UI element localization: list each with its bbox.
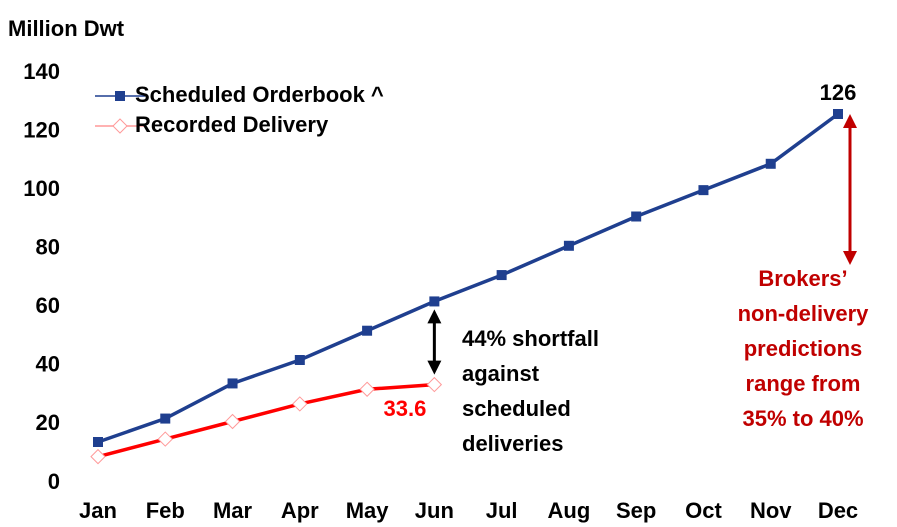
range-arrow-head bbox=[843, 114, 857, 128]
y-tick-label: 60 bbox=[36, 293, 60, 318]
marker bbox=[698, 185, 709, 196]
x-tick-label: Dec bbox=[818, 498, 858, 523]
shortfall-arrow-head bbox=[427, 309, 442, 324]
marker bbox=[224, 413, 241, 430]
marker bbox=[292, 396, 308, 412]
data-label: 126 bbox=[820, 80, 857, 105]
marker bbox=[496, 270, 507, 281]
marker bbox=[115, 91, 125, 101]
chart-title: Million Dwt bbox=[8, 16, 125, 41]
y-tick-label: 120 bbox=[23, 117, 60, 142]
marker bbox=[90, 448, 106, 465]
annotation: deliveries bbox=[462, 431, 564, 456]
shortfall-arrow-head bbox=[427, 360, 442, 375]
marker bbox=[833, 109, 843, 119]
legend-label: Recorded Delivery bbox=[135, 112, 329, 137]
legend-label: Scheduled Orderbook ^ bbox=[135, 82, 384, 107]
annotation: scheduled bbox=[462, 396, 571, 421]
annotation: 44% shortfall bbox=[462, 326, 599, 351]
annotation: 35% to 40% bbox=[742, 406, 863, 431]
marker bbox=[160, 413, 171, 424]
marker bbox=[227, 378, 238, 389]
x-tick-label: Jun bbox=[415, 498, 454, 523]
marker bbox=[362, 325, 373, 336]
y-tick-label: 0 bbox=[48, 469, 60, 494]
annotation: non-delivery bbox=[738, 301, 870, 326]
y-tick-label: 140 bbox=[23, 59, 60, 84]
data-label: 33.6 bbox=[384, 396, 427, 421]
marker bbox=[563, 240, 574, 251]
marker bbox=[631, 211, 642, 222]
y-tick-label: 100 bbox=[23, 176, 60, 201]
series-line bbox=[97, 112, 840, 444]
x-tick-label: May bbox=[346, 498, 390, 523]
series-line bbox=[97, 382, 435, 459]
marker bbox=[93, 437, 103, 447]
y-tick-label: 40 bbox=[36, 352, 60, 377]
x-tick-label: Jan bbox=[79, 498, 117, 523]
marker bbox=[765, 158, 776, 169]
x-tick-label: Jul bbox=[486, 498, 518, 523]
x-tick-label: Feb bbox=[146, 498, 185, 523]
y-tick-label: 20 bbox=[36, 410, 60, 435]
x-tick-label: Nov bbox=[750, 498, 792, 523]
x-tick-label: Aug bbox=[548, 498, 591, 523]
marker bbox=[426, 376, 443, 393]
marker bbox=[429, 296, 440, 307]
annotation: Brokers’ bbox=[758, 266, 847, 291]
marker bbox=[112, 118, 128, 134]
y-tick-label: 80 bbox=[36, 235, 60, 260]
range-arrow-head bbox=[843, 251, 857, 265]
x-tick-label: Mar bbox=[213, 498, 253, 523]
annotation: range from bbox=[746, 371, 861, 396]
x-tick-label: Sep bbox=[616, 498, 656, 523]
marker bbox=[294, 355, 305, 365]
marker bbox=[359, 381, 375, 397]
annotation: against bbox=[462, 361, 540, 386]
x-tick-label: Oct bbox=[685, 498, 722, 523]
annotation: predictions bbox=[744, 336, 863, 361]
marker bbox=[157, 431, 173, 447]
x-tick-label: Apr bbox=[281, 498, 319, 523]
